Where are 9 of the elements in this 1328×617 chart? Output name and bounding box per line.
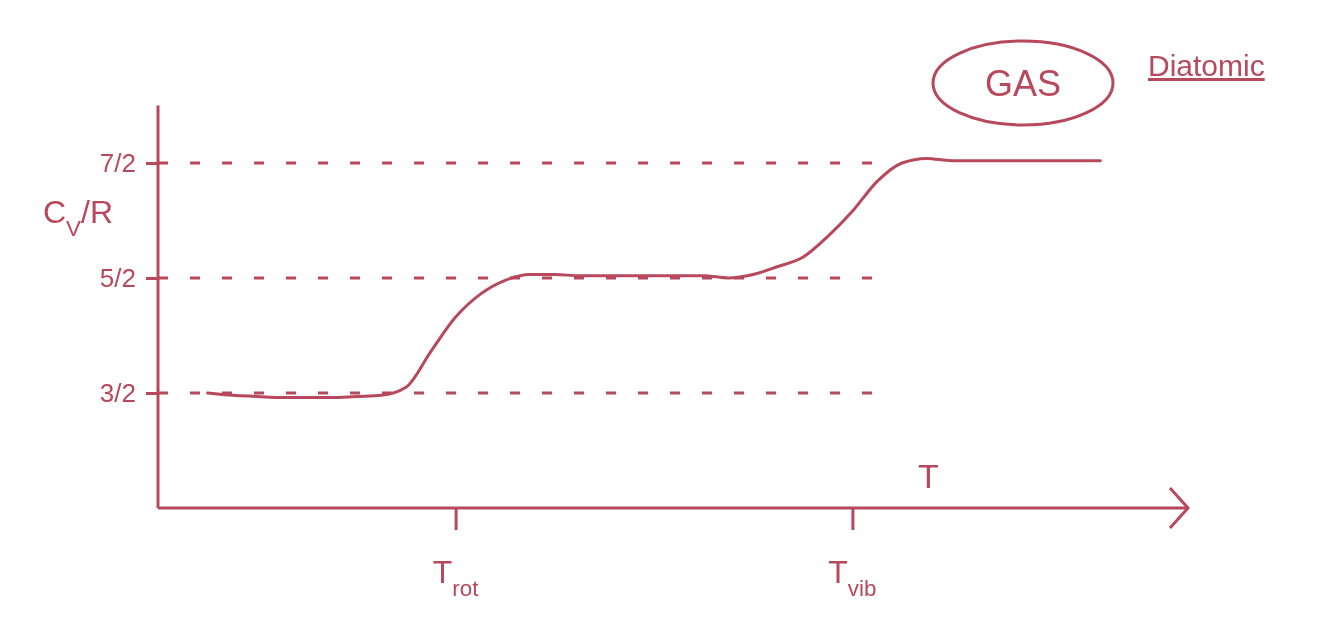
text: Diatomic [1148,49,1265,82]
y-tick-label: 5/2 [99,262,136,293]
x-tick-label: T$_{rot}$ [432,554,480,601]
y-axis-title: C$_{V}$/R [42,194,114,241]
x-tick-label: T$_{vib}$ [828,554,877,601]
text: GAS [984,63,1062,104]
y-tick-label: 7/2 [99,147,136,178]
y-tick-label: 3/2 [99,377,136,408]
x-axis-title: T [918,457,939,495]
